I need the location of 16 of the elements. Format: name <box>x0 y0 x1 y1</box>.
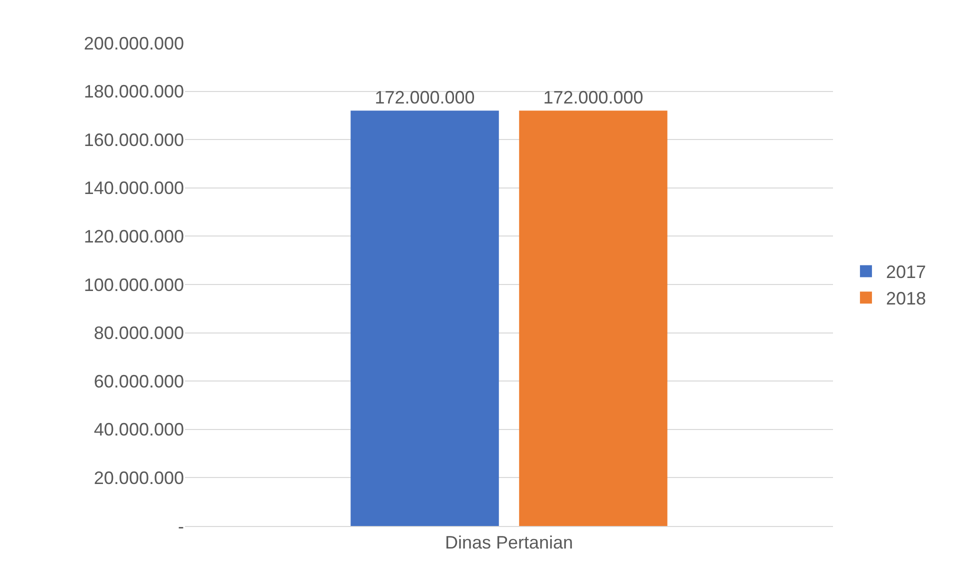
data-label: 172.000.000 <box>374 88 475 108</box>
y-tick-label: 100.000.000 <box>84 274 184 295</box>
y-tick-label: 200.000.000 <box>84 33 184 54</box>
x-tick-label: Dinas Pertanian <box>444 532 574 553</box>
y-tick-label: 160.000.000 <box>84 130 184 150</box>
y-tick-label: 180.000.000 <box>84 82 184 102</box>
y-tick-label: 140.000.000 <box>84 178 184 198</box>
y-tick-label: - <box>178 516 184 536</box>
y-tick-label: 120.000.000 <box>84 226 184 246</box>
legend-label: 2018 <box>886 288 926 309</box>
legend-label: 2017 <box>886 262 926 282</box>
y-tick-label: 80.000.000 <box>94 323 184 344</box>
data-label: 172.000.000 <box>543 88 644 108</box>
y-tick-label: 20.000.000 <box>94 468 184 488</box>
y-tick-label: 60.000.000 <box>94 371 184 392</box>
y-tick-label: 40.000.000 <box>94 420 184 440</box>
